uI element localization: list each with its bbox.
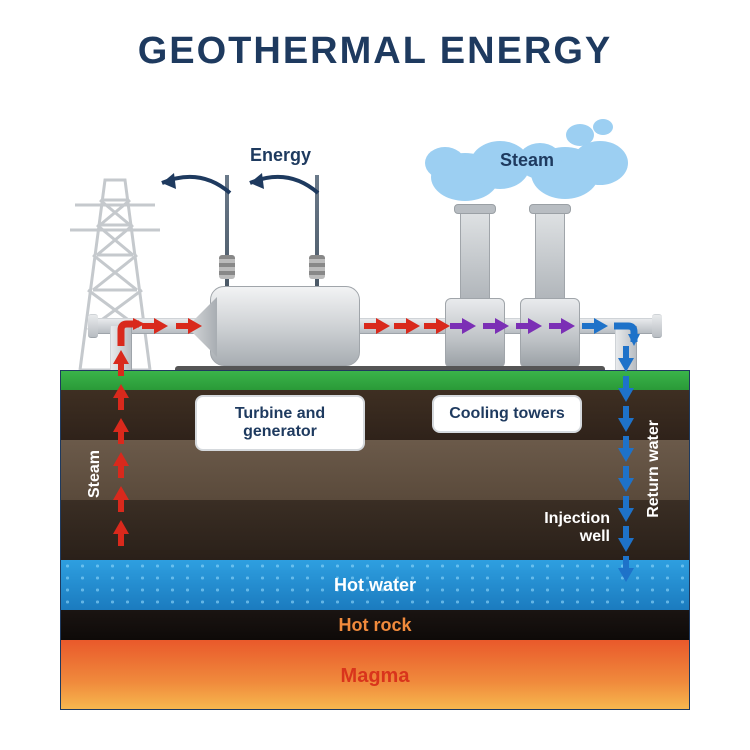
arrows-steam-up [113,350,129,570]
cooling-stack [460,210,490,305]
diagram-stage: GEOTHERMAL ENERGY Energy [0,0,750,750]
arrows-coolers [450,318,580,334]
energy-arrow-icon [150,165,240,205]
steam-cloud-label: Steam [500,150,554,171]
steam-vert-label: Steam [86,450,104,498]
energy-label: Energy [250,145,311,166]
turbine-label: Turbine and generator [235,405,325,440]
hot-water-label: Hot water [60,575,690,596]
hot-rock-label: Hot rock [60,615,690,636]
arrow-elbow [113,318,143,348]
arrows-return-down [618,346,634,596]
layer-soil-upper [60,390,690,440]
layer-soil-mid [60,440,690,500]
main-title: GEOTHERMAL ENERGY [0,30,750,73]
layer-grass [60,370,690,390]
energy-arrow-icon [238,165,328,205]
arrows-after-turbine [364,318,454,334]
turbine-generator [210,286,360,366]
pipe-cap [88,314,98,338]
stack-cap [529,204,571,214]
pipe-cap [652,314,662,338]
magma-label: Magma [60,665,690,688]
return-water-label: Return water [645,420,663,518]
cooling-label-box: Cooling towers [432,395,582,433]
insulator-icon [219,255,235,279]
cooling-label: Cooling towers [449,405,565,422]
stack-cap [454,204,496,214]
arrow-elbow-down [612,318,642,348]
injection-well-label: Injection well [510,510,610,546]
turbine-label-box: Turbine and generator [195,395,365,451]
cooling-stack [535,210,565,305]
insulator-icon [309,255,325,279]
arrows-to-turbine [142,318,212,334]
